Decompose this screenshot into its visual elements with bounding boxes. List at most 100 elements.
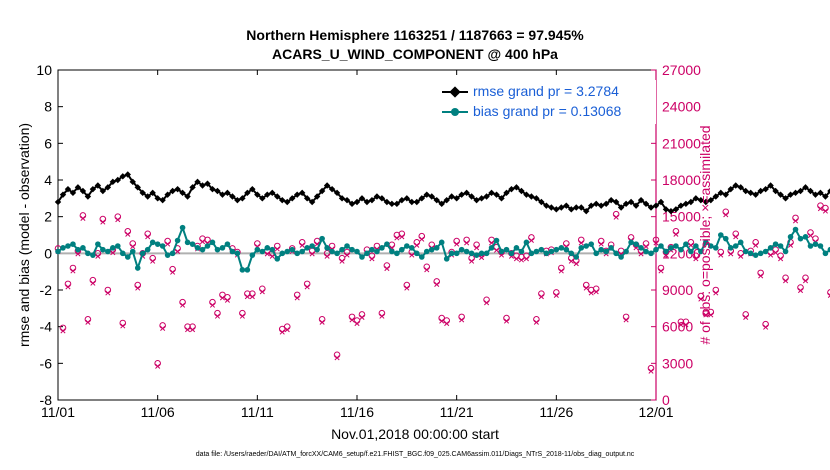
obs-assimilated-point — [688, 242, 694, 248]
bias-point — [423, 248, 430, 255]
bias-point — [209, 239, 216, 246]
bias-point — [737, 239, 744, 246]
rmse-point — [593, 200, 600, 208]
obs-assimilated-point — [394, 235, 400, 241]
obs-possible-point — [822, 204, 829, 212]
obs-assimilated-point — [439, 318, 445, 324]
rmse-point — [573, 204, 580, 211]
x-tick-label: 11/11 — [241, 404, 274, 420]
bias-point — [483, 250, 490, 257]
rmse-point — [204, 180, 211, 187]
obs-assimilated-point — [648, 368, 654, 374]
bias-point — [344, 243, 350, 249]
bias-point — [184, 239, 191, 246]
rmse-point — [264, 191, 271, 198]
bias-point — [693, 243, 699, 249]
rmse-point — [403, 195, 411, 202]
rmse-point — [244, 189, 251, 197]
rmse-point — [722, 191, 729, 198]
obs-assimilated-point — [817, 206, 824, 212]
bias-point — [204, 243, 211, 249]
obs-assimilated-point — [593, 289, 599, 295]
bias-point — [473, 252, 480, 258]
data-file-footer: data file: /Users/raeder/DAI/ATM_forcXX/… — [195, 451, 635, 458]
obs-assimilated-point — [673, 231, 679, 237]
obs-possible-point — [772, 246, 779, 253]
obs-assimilated-point — [299, 242, 305, 248]
rmse-point — [378, 195, 386, 202]
bias-point — [807, 243, 814, 249]
bias-point — [414, 250, 420, 257]
rmse-point — [303, 195, 311, 202]
obs-count-series — [54, 202, 830, 374]
legend-marker-bias — [451, 108, 459, 116]
bias-point — [294, 250, 301, 257]
bias-point — [623, 248, 629, 255]
y-tick-label-left: 2 — [44, 209, 52, 225]
rmse-point — [712, 193, 719, 200]
obs-assimilated-point — [304, 284, 310, 290]
obs-assimilated-point — [145, 234, 151, 240]
bias-point — [384, 241, 390, 247]
bias-point — [105, 248, 111, 255]
obs-possible-point — [792, 214, 799, 222]
rmse-point — [637, 196, 645, 204]
obs-assimilated-point — [638, 251, 644, 257]
bias-point — [653, 246, 659, 253]
plot-area — [57, 69, 657, 401]
bias-point — [668, 245, 674, 251]
bias-point — [179, 224, 186, 231]
rmse-point — [229, 193, 236, 200]
rmse-point — [274, 193, 281, 200]
rmse-point — [99, 187, 107, 195]
bias-point — [154, 241, 161, 247]
obs-assimilated-point — [733, 234, 739, 240]
obs-assimilated-point — [404, 285, 410, 291]
x-tick-label: 11/16 — [340, 404, 374, 420]
y-axis-label-left: rmse and bias (model - observation) — [16, 122, 32, 348]
rmse-point — [578, 204, 585, 211]
rmse-point — [224, 189, 231, 197]
rmse-point — [239, 195, 246, 202]
bias-point — [144, 246, 151, 253]
obs-assimilated-point — [728, 251, 734, 257]
rmse-point — [737, 184, 744, 191]
bias-point — [827, 246, 830, 253]
bias-point — [628, 239, 634, 246]
rmse-point — [752, 191, 759, 198]
bias-point — [299, 248, 305, 255]
rmse-point — [787, 191, 794, 198]
obs-assimilated-point — [424, 267, 430, 273]
bias-point — [259, 248, 266, 255]
bias-point — [194, 245, 201, 251]
rmse-point — [488, 189, 495, 197]
bias-point — [139, 250, 146, 257]
rmse-point — [284, 198, 291, 206]
bias-point — [703, 239, 709, 246]
rmse-point — [318, 187, 326, 195]
obs-assimilated-point — [175, 248, 181, 254]
obs-assimilated-point — [249, 294, 255, 300]
legend: rmse grand pr = 3.2784 bias grand pr = 0… — [436, 80, 656, 124]
bias-point — [593, 250, 599, 257]
bias-point — [613, 250, 619, 257]
rmse-point — [802, 184, 809, 191]
y-tick-label-right: 9000 — [662, 282, 693, 298]
bias-point — [314, 246, 320, 253]
x-axis-label: Nov.01,2018 00:00:00 start — [331, 426, 499, 442]
bias-point — [578, 245, 585, 251]
rmse-point — [383, 198, 391, 206]
rmse-point — [234, 196, 241, 204]
y-tick-label-right: 3000 — [662, 355, 693, 371]
rmse-point — [617, 204, 625, 211]
rmse-point — [468, 193, 475, 200]
rmse-point — [134, 184, 141, 191]
rmse-point — [697, 196, 705, 204]
rmse-point — [612, 198, 620, 206]
bias-point — [334, 250, 340, 257]
bias-point — [409, 245, 415, 251]
obs-assimilated-point — [75, 251, 81, 257]
bias-point — [503, 246, 510, 253]
bias-point — [289, 246, 296, 253]
obs-assimilated-point — [553, 292, 559, 298]
